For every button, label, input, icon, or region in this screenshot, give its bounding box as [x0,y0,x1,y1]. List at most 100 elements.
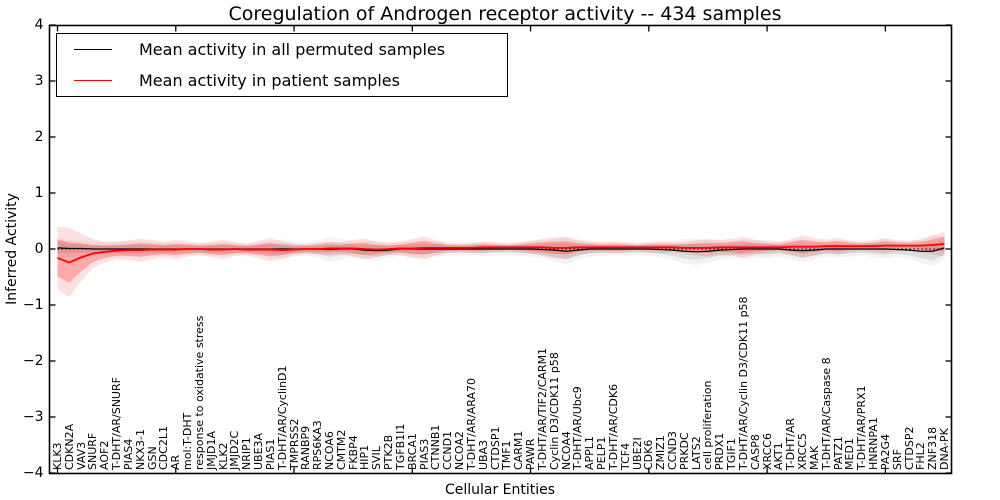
y-tick-label: −2 [22,353,44,369]
x-tick-label: PRDX1 [713,432,727,470]
line-patient [57,243,945,264]
x-tick-label: JMJD2C [228,430,242,470]
x-tick-label: NCOA4 [559,431,573,470]
x-tick-label: VAV3 [74,441,88,470]
y-tick-label: 0 [34,241,44,257]
x-tick-label: DNA-PK [938,428,951,470]
y-tick-label: −3 [22,409,44,425]
x-tick-label: GSN [145,446,159,470]
x-tick-label: LATS2 [689,436,703,470]
y-tick-label: 4 [34,17,44,33]
band-patient [57,226,945,297]
x-tick-label: PRKDC [677,432,691,470]
x-tick-label: T-DHT/AR/Cyclin D3/CDK11 p58 [736,296,750,470]
x-tick-label: HNRNPA1 [867,417,881,470]
x-tick-label: TMF1 [500,440,514,470]
x-tick-label: FHL2 [914,442,928,470]
x-tick-label: T-DHT/AR/PRX1 [855,385,869,470]
x-tick-label: UBA3 [476,439,490,470]
x-tick-label: TMPRSS2 [287,418,301,470]
x-tick-label: CDKN2A [62,423,76,470]
x-tick-label: PIAS3 [417,438,431,470]
x-tick-label: PAWR [524,438,538,470]
x-tick-label: TCF4 [618,442,632,470]
x-tick-label: T-DHT/AR [784,417,798,470]
x-tick-label: mol:T-DHT [181,412,195,470]
x-tick-label: AR [169,454,183,470]
x-tick-label: T-DHT/AR/Ubc9 [571,386,585,470]
x-tick-label: RPS6KA3 [311,420,325,470]
x-tick-label: APPL1 [583,436,597,470]
y-tick-label: −4 [22,465,44,481]
x-tick-label: PIAS4 [121,438,135,470]
x-tick-label: FKBP4 [346,435,360,470]
x-tick-label: response to oxidative stress [192,315,206,470]
x-tick-label: NCOA2 [453,431,467,470]
legend-label: Mean activity in all permuted samples [139,40,446,59]
legend-item-permuted: Mean activity in all permuted samples [57,34,507,65]
band-permuted [57,241,945,261]
x-tick-label: KLK3 [51,442,64,470]
x-tick-label: HIP1 [358,444,372,470]
x-tick-label: CTDSP1 [488,426,502,470]
x-tick-label: cell proliferation [701,380,715,470]
y-tick-label: 2 [34,129,44,145]
x-tick-label: T-DHT/AR/ARA70 [464,378,478,470]
x-tick-label: PELP1 [595,436,609,470]
x-tick-label: UBE2I [630,437,644,470]
legend-item-patient: Mean activity in patient samples [57,65,507,96]
legend-line-sample-red [74,80,112,81]
legend-label: Mean activity in patient samples [139,71,400,90]
x-tick-label: CDC2L1 [157,426,171,470]
x-axis-label: Cellular Entities [444,482,556,498]
x-tick-label: KLK2 [216,442,230,470]
x-tick-label: CASP8 [748,434,762,470]
x-tick-label: AKT1 [772,442,786,470]
x-tick-label: CTDSP2 [902,426,916,470]
chart-title: Coregulation of Androgen receptor activi… [228,3,782,25]
x-tick-label: NKX3-1 [133,429,147,470]
x-tick-label: CCND3 [665,430,679,470]
x-tick-label: JMJD1A [204,431,218,470]
x-tick-label: NCOA6 [323,431,336,470]
x-tick-label: XRCC5 [796,433,810,470]
x-tick-label: PATZ1 [831,436,845,470]
x-tick-label: MED1 [843,438,857,470]
x-tick-label: UBE3A [252,432,266,470]
band-permuted [57,236,945,267]
x-tick-label: CMTM2 [334,429,348,470]
x-tick-label: XRCC6 [760,433,774,470]
x-tick-label: T-DHT/AR/SNURF [110,377,124,470]
x-tick-label: TGFB1I1 [393,423,407,470]
x-tick-label: ZMIZ1 [654,435,668,470]
x-tick-label: RANBP9 [299,425,313,470]
y-tick-label: 3 [34,73,44,89]
legend: Mean activity in all permuted samples Me… [56,33,508,97]
x-tick-label: CCND1 [441,430,455,470]
y-tick-label: 1 [34,185,44,201]
x-tick-label: PIAS1 [263,438,277,470]
x-tick-label: CDK6 [642,439,656,470]
x-tick-label: AOF2 [98,440,112,470]
x-tick-label: T-DHT/AR/CDK6 [606,383,620,470]
x-tick-label: ZNF318 [926,426,940,470]
x-tick-label: CARM1 [512,430,526,470]
y-tick-label: −1 [22,297,44,313]
x-tick-label: NRIP1 [240,437,254,470]
legend-line-sample-black [74,49,112,50]
x-tick-label: PA2G4 [878,434,892,470]
x-tick-label: SRF [890,449,904,470]
x-tick-label: SNURF [86,432,100,470]
x-tick-label: MAK [807,445,821,470]
x-tick-label: T-DHT/AR/Caspase 8 [819,357,833,470]
x-tick-label: T-DHT/AR/CyclinD1 [275,365,289,470]
x-tick-label: T-DHT/AR/TIF2/CARM1 [535,347,549,470]
x-tick-label: Cyclin D3/CDK11 p58 [547,352,561,470]
x-tick-label: PTK2B [382,434,396,470]
x-tick-label: SVIL [370,446,384,470]
x-tick-label: BRCA1 [405,433,419,470]
x-tick-label: CTNNB1 [429,424,443,470]
x-tick-label: TGIF1 [725,438,739,470]
